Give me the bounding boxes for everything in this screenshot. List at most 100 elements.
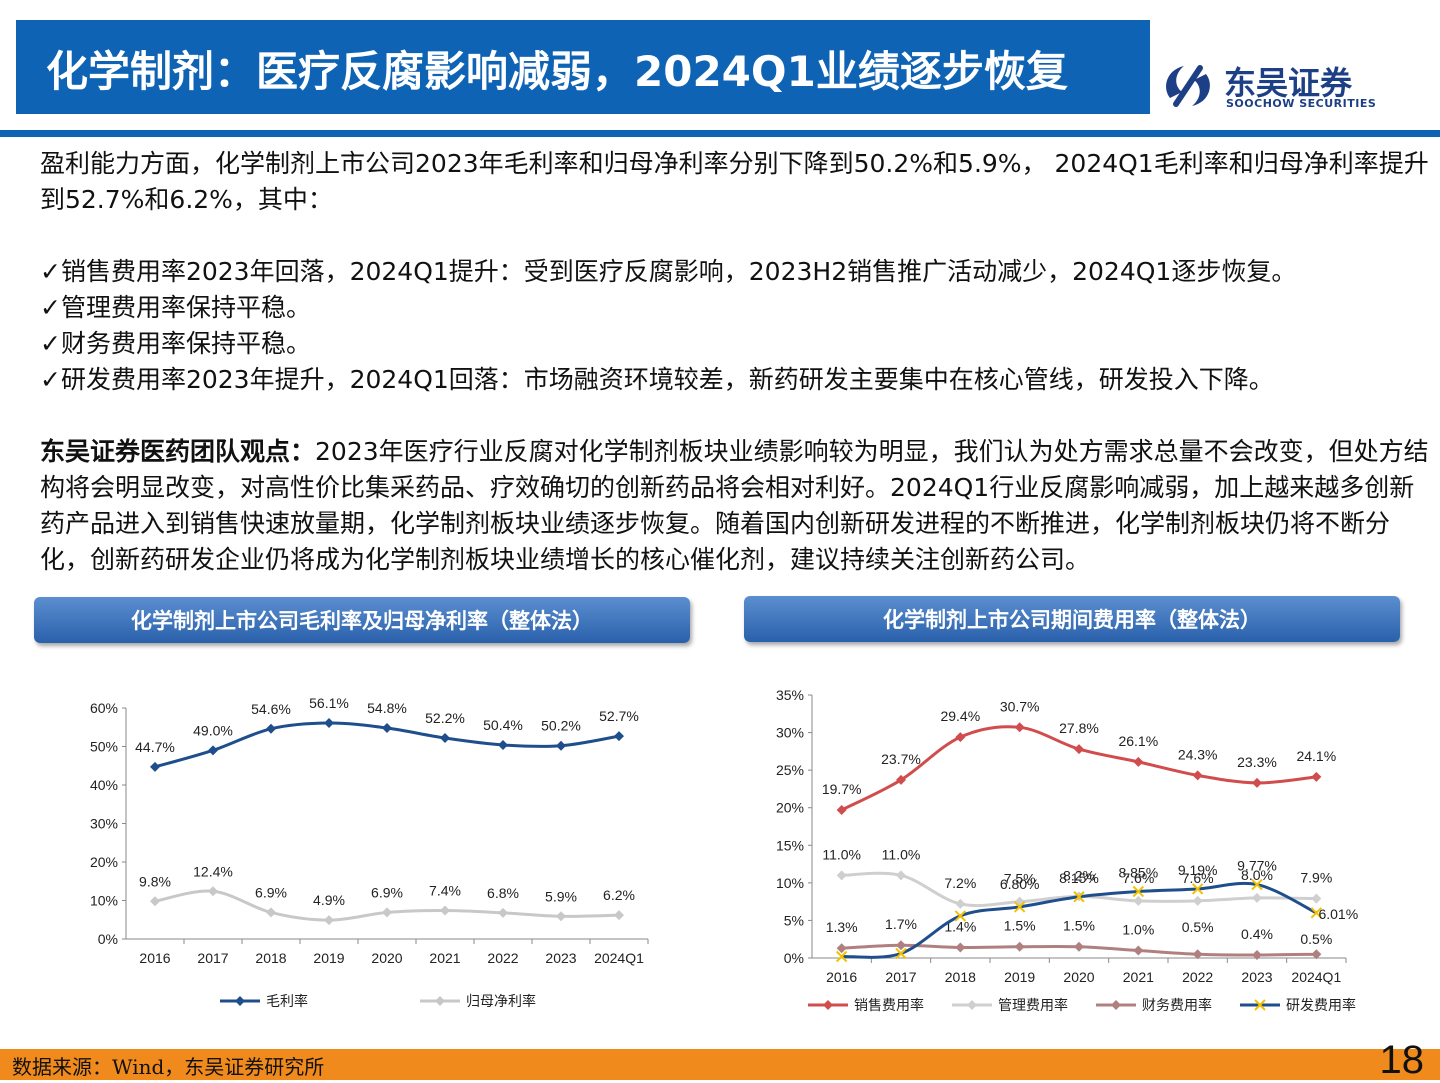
- data-label: 6.01%: [1318, 906, 1358, 922]
- data-point: [1311, 949, 1322, 960]
- data-point: [382, 907, 392, 918]
- bullet-item: ✓研发费用率2023年提升，2024Q1回落：市场融资环境较差，新药研发主要集中…: [40, 365, 1274, 394]
- data-point: [1192, 949, 1203, 960]
- view-title: 东吴证券医药团队观点：: [40, 437, 316, 466]
- data-label: 7.6%: [1122, 870, 1154, 886]
- data-point: [498, 739, 508, 750]
- x-tick-label: 2018: [945, 969, 976, 985]
- data-point: [208, 745, 218, 756]
- data-label: 6.2%: [603, 887, 635, 903]
- chart1-header: 化学制剂上市公司毛利率及归母净利率（整体法）: [34, 597, 690, 643]
- data-label: 50.2%: [541, 718, 581, 734]
- data-point: [1014, 941, 1025, 952]
- logo-name: 东吴证券: [1224, 64, 1353, 102]
- expense-ratio-chart: 0% 5% 10% 15% 20% 25% 30% 35% 2016 2017 2018 2019 20…: [776, 687, 1358, 1013]
- data-point: [955, 942, 966, 953]
- y-tick-label: 15%: [776, 837, 804, 853]
- x-tick-label: 2019: [1004, 969, 1035, 985]
- data-label: 1.4%: [944, 918, 976, 934]
- data-point: [208, 886, 218, 897]
- y-tick-label: 60%: [90, 700, 118, 716]
- data-label: 24.3%: [1178, 746, 1218, 762]
- x-tick-label: 2016: [139, 950, 170, 966]
- data-label: 9.8%: [139, 873, 171, 889]
- data-label: 56.1%: [309, 695, 349, 711]
- svg-text:销售费用率: 销售费用率: [854, 997, 924, 1013]
- y-tick-label: 30%: [776, 725, 804, 741]
- x-tick-label: 2020: [371, 950, 402, 966]
- data-label: 9.19%: [1178, 862, 1218, 878]
- data-point: [1074, 744, 1084, 755]
- data-point: [1073, 891, 1085, 903]
- data-label: 8.0%: [1241, 867, 1273, 883]
- y-tick-label: 20%: [776, 800, 804, 816]
- page-number: 18: [1379, 1038, 1425, 1082]
- data-point: [266, 907, 276, 918]
- brand-logo: 东吴证券 SOOCHOW SECURITIES: [1160, 58, 1430, 114]
- x-tick-label: 2024Q1: [1291, 969, 1341, 985]
- title-divider: [0, 130, 1440, 137]
- data-point: [150, 896, 160, 907]
- footer-bar: [0, 1049, 1440, 1080]
- bullet-item: ✓管理费用率保持平稳。: [40, 293, 311, 322]
- data-point: [1252, 949, 1262, 960]
- data-label: 7.2%: [944, 875, 976, 891]
- data-label: 11.0%: [882, 846, 921, 862]
- data-point: [896, 774, 906, 785]
- data-label: 30.7%: [1000, 698, 1040, 714]
- y-tick-label: 10%: [776, 875, 804, 891]
- legend-item: 毛利率: [220, 993, 308, 1009]
- x-tick-label: 2023: [545, 950, 576, 966]
- data-label: 50.4%: [483, 717, 523, 733]
- data-point: [1251, 878, 1263, 891]
- data-label: 6.9%: [371, 884, 403, 900]
- data-label: 1.3%: [826, 919, 858, 935]
- data-point: [954, 910, 967, 922]
- data-point: [614, 910, 624, 921]
- chart2-header: 化学制剂上市公司期间费用率（整体法）: [744, 596, 1400, 642]
- data-point: [895, 947, 907, 960]
- data-point: [266, 723, 276, 734]
- bullet-item: ✓销售费用率2023年回落，2024Q1提升：受到医疗反腐影响，2023H2销售…: [40, 257, 1297, 286]
- data-label: 6.80%: [1000, 876, 1040, 892]
- data-point: [1133, 756, 1144, 767]
- y-tick-label: 0%: [98, 931, 118, 947]
- data-label: 44.7%: [135, 739, 175, 755]
- legend-item: 财务费用率: [1096, 997, 1212, 1013]
- y-tick-label: 5%: [784, 912, 804, 928]
- data-point: [835, 950, 848, 963]
- data-label: 11.0%: [822, 846, 861, 862]
- data-point: [1311, 771, 1322, 782]
- legend-item: 归母净利率: [420, 993, 536, 1009]
- data-label: 7.9%: [1300, 870, 1332, 886]
- x-tick-label: 2022: [487, 950, 518, 966]
- data-label: 26.1%: [1118, 733, 1158, 749]
- x-tick-label: 2016: [826, 969, 857, 985]
- data-point: [1192, 895, 1203, 906]
- x-tick-label: 2021: [429, 950, 460, 966]
- y-tick-label: 0%: [784, 950, 804, 966]
- title-bar: 化学制剂：医疗反腐影响减弱，2024Q1业绩逐步恢复: [16, 20, 1150, 114]
- data-point: [1252, 892, 1262, 903]
- y-tick-label: 50%: [90, 739, 118, 755]
- y-tick-label: 20%: [90, 854, 118, 870]
- svg-text:毛利率: 毛利率: [266, 993, 308, 1009]
- data-label: 24.1%: [1296, 748, 1336, 764]
- body-text: 盈利能力方面，化学制剂上市公司2023年毛利率和归母净利率分别下降到50.2%和…: [40, 146, 1435, 578]
- data-point: [440, 733, 450, 744]
- svg-text:研发费用率: 研发费用率: [1286, 997, 1356, 1013]
- svg-text:归母净利率: 归母净利率: [466, 993, 536, 1009]
- data-label: 6.9%: [255, 884, 287, 900]
- data-point: [1192, 770, 1203, 781]
- data-point: [836, 870, 847, 881]
- x-tick-label: 2021: [1123, 969, 1154, 985]
- data-point: [556, 740, 566, 751]
- data-label: 7.6%: [1182, 870, 1214, 886]
- view-text: 2023年医疗行业反腐对化学制剂板块业绩影响较为明显，我们认为处方需求总量不会改…: [40, 437, 1429, 574]
- y-tick-label: 35%: [776, 687, 804, 703]
- data-point: [1014, 722, 1025, 733]
- x-tick-label: 2023: [1241, 969, 1272, 985]
- data-label: 1.5%: [1004, 918, 1036, 934]
- x-tick-label: 2018: [255, 950, 286, 966]
- data-point: [382, 723, 392, 734]
